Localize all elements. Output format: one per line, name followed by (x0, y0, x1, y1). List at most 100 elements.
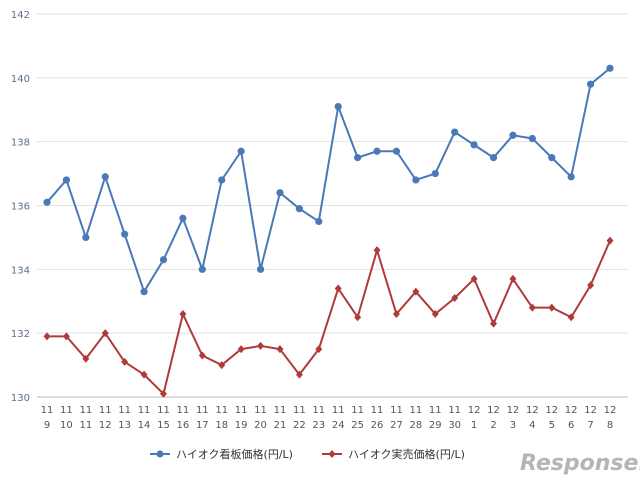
data-point (489, 154, 498, 162)
x-tick-label: 11 (41, 405, 54, 416)
data-point (548, 154, 556, 162)
data-point (334, 284, 342, 293)
data-point (101, 173, 109, 181)
data-point (315, 217, 323, 226)
x-tick-label: 7 (587, 420, 593, 431)
series-line-1 (47, 240, 611, 396)
data-point (295, 370, 303, 379)
x-tick-label: 14 (138, 420, 151, 431)
data-point (412, 176, 420, 184)
x-tick-label: 12 (584, 405, 597, 416)
x-tick-label: 12 (526, 405, 539, 416)
data-point (179, 214, 187, 222)
x-tick-label: 11 (118, 405, 131, 416)
data-point (237, 147, 245, 155)
x-tick-label: 11 (254, 405, 267, 416)
x-tick-label: 12 (507, 405, 520, 416)
x-tick-label: 11 (293, 405, 306, 416)
y-tick-label: 134 (11, 265, 30, 276)
data-point (490, 319, 498, 328)
series-line-0 (46, 67, 611, 295)
x-tick-label: 2 (490, 420, 496, 431)
data-point (257, 341, 265, 350)
x-tick-label: 11 (429, 405, 442, 416)
x-tick-label: 19 (235, 420, 248, 431)
x-tick-label: 11 (177, 405, 190, 416)
data-point (392, 310, 400, 319)
x-tick-label: 27 (390, 420, 403, 431)
response-logo: Response. (520, 451, 640, 476)
x-tick-label: 11 (99, 405, 112, 416)
data-point (451, 294, 459, 303)
x-tick-label: 13 (118, 420, 131, 431)
x-tick-label: 11 (390, 405, 403, 416)
data-point (431, 169, 439, 178)
x-tick-label: 16 (177, 420, 190, 431)
x-tick-label: 11 (79, 420, 92, 431)
x-tick-label: 11 (312, 405, 325, 416)
x-tick-label: 11 (235, 405, 248, 416)
legend-marker (328, 450, 336, 458)
data-point (587, 281, 595, 290)
x-tick-label: 10 (60, 420, 73, 431)
data-point (528, 134, 536, 143)
data-point (509, 131, 517, 139)
data-point (354, 154, 362, 162)
data-point (509, 274, 517, 283)
x-tick-label: 22 (293, 420, 306, 431)
y-tick-label: 142 (11, 10, 30, 21)
x-tick-label: 12 (99, 420, 112, 431)
y-tick-label: 140 (11, 74, 30, 85)
legend-label: ハイオク実売価格(円/L) (348, 447, 465, 461)
y-tick-label: 130 (11, 393, 30, 404)
data-point (295, 205, 303, 213)
x-tick-label: 8 (607, 420, 613, 431)
data-point (82, 354, 90, 363)
data-point (528, 303, 536, 312)
data-point (606, 236, 614, 245)
x-tick-label: 25 (351, 420, 364, 431)
data-point (62, 176, 71, 184)
x-tick-label: 9 (44, 420, 50, 431)
x-tick-label: 12 (604, 405, 617, 416)
x-tick-label: 4 (529, 420, 535, 431)
data-point (62, 332, 70, 341)
data-point (373, 147, 381, 155)
data-point (334, 102, 342, 111)
x-tick-label: 3 (510, 420, 516, 431)
x-tick-label: 23 (312, 420, 325, 431)
y-tick-label: 132 (11, 329, 30, 340)
x-tick-label: 11 (448, 405, 461, 416)
x-tick-label: 12 (545, 405, 558, 416)
legend-label: ハイオク看板価格(円/L) (176, 447, 293, 461)
x-tick-label: 20 (254, 420, 267, 431)
x-tick-label: 11 (196, 405, 209, 416)
x-tick-label: 17 (196, 420, 209, 431)
data-point (140, 370, 148, 379)
y-tick-label: 136 (11, 202, 30, 213)
data-point (431, 310, 439, 319)
x-tick-label: 29 (429, 420, 442, 431)
x-tick-label: 11 (138, 405, 151, 416)
data-point (179, 310, 187, 319)
data-point (548, 303, 556, 312)
data-point (276, 345, 284, 354)
data-point (121, 230, 129, 238)
x-tick-label: 11 (215, 405, 228, 416)
data-point (470, 141, 478, 149)
data-point (354, 313, 362, 322)
x-tick-label: 11 (409, 405, 422, 416)
x-tick-label: 30 (448, 420, 461, 431)
data-point (567, 173, 575, 181)
x-tick-label: 11 (79, 405, 92, 416)
data-point (470, 274, 478, 283)
x-tick-label: 12 (468, 405, 481, 416)
data-point (586, 80, 595, 88)
data-point (412, 287, 420, 296)
y-tick-label: 138 (11, 138, 30, 149)
data-point (121, 357, 129, 366)
x-tick-label: 6 (568, 420, 574, 431)
data-point (256, 265, 265, 273)
x-tick-label: 18 (215, 420, 228, 431)
